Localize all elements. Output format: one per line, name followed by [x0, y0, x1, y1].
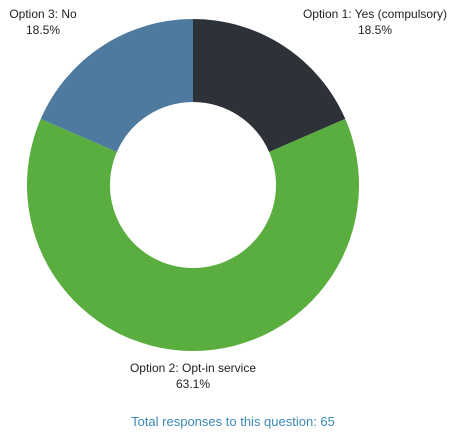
slice-label-option-2: Option 2: Opt-in service 63.1% — [108, 360, 278, 392]
donut-slice-option-3 — [40, 19, 194, 152]
donut-slice-option-1 — [193, 19, 346, 152]
donut-chart-svg — [26, 19, 360, 352]
slice-label-option-2-name: Option 2: Opt-in service — [129, 361, 257, 375]
total-responses-text: Total responses to this question: 65 — [131, 414, 335, 429]
slice-label-option-2-value: 63.1% — [175, 377, 211, 391]
slice-label-option-1: Option 1: Yes (compulsory) 18.5% — [290, 6, 460, 38]
slice-label-option-3-name: Option 3: No — [9, 7, 77, 21]
donut-slice-option-2 — [26, 118, 360, 352]
slice-label-option-3-value: 18.5% — [25, 23, 61, 37]
slice-label-option-1-value: 18.5% — [357, 23, 393, 37]
slice-label-option-1-name: Option 1: Yes (compulsory) — [302, 7, 448, 21]
slice-label-option-3: Option 3: No 18.5% — [0, 6, 88, 38]
